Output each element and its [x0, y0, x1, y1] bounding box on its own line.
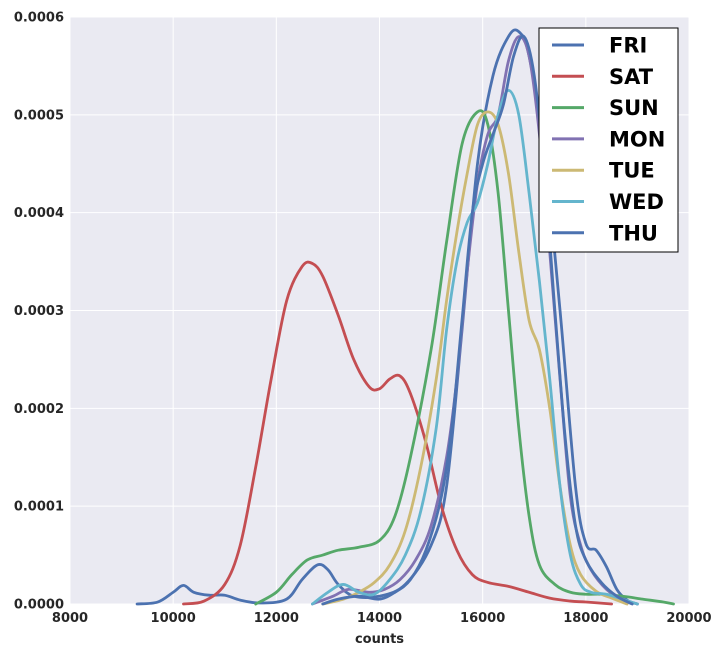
x-axis-label: counts: [355, 632, 404, 647]
x-tick-label: 12000: [254, 611, 299, 626]
legend-label-mon: MON: [609, 127, 665, 151]
y-tick-label: 0.0005: [14, 108, 64, 123]
x-tick-label: 10000: [151, 611, 196, 626]
y-tick-label: 0.0002: [14, 402, 64, 417]
grid: [69, 16, 690, 605]
legend-label-wed: WED: [609, 190, 664, 214]
legend-label-sun: SUN: [609, 96, 659, 120]
series-line-thu: [321, 34, 634, 606]
x-tick-label: 18000: [563, 611, 608, 626]
series-line-wed: [311, 88, 639, 606]
series-line-sat: [182, 260, 614, 606]
y-tick-label: 0.0000: [14, 598, 64, 613]
legend-label-thu: THU: [609, 221, 658, 245]
y-tick-label: 0.0001: [14, 500, 64, 515]
series-lines: [135, 28, 675, 606]
x-tick-label: 20000: [666, 611, 711, 626]
y-tick-labels: 0.0000 0.0001 0.0002 0.0003 0.0004 0.0005 0.00…: [14, 11, 64, 613]
x-tick-label: 14000: [357, 611, 402, 626]
series-line-tue: [321, 110, 629, 606]
y-tick-label: 0.0004: [14, 206, 64, 221]
y-tick-label: 0.0006: [14, 11, 64, 26]
series-line-fri: [135, 28, 639, 606]
y-tick-label: 0.0003: [14, 304, 64, 319]
x-tick-labels: 8000 10000 12000 14000 16000 18000 20000: [52, 611, 712, 626]
x-tick-label: 8000: [52, 611, 88, 626]
legend-label-fri: FRI: [609, 34, 647, 58]
x-tick-label: 16000: [460, 611, 505, 626]
legend-label-tue: TUE: [609, 159, 655, 183]
legend-label-sat: SAT: [609, 65, 654, 89]
legend: FRI SAT SUN MON TUE WED THU: [538, 27, 679, 253]
